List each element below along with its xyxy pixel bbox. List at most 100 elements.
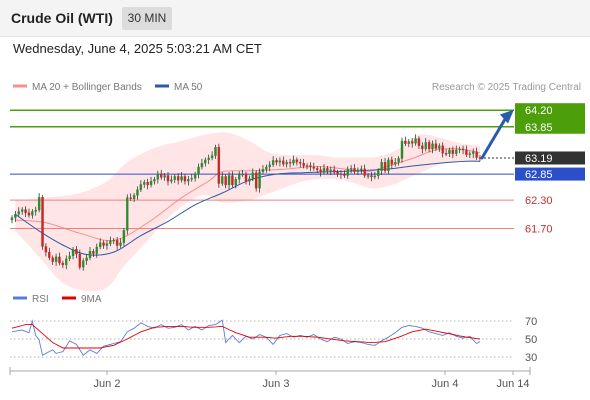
candle-body: [475, 151, 478, 158]
candle-body: [214, 146, 217, 156]
candle-body: [261, 169, 265, 172]
candle-body: [119, 242, 122, 246]
candle-body: [336, 172, 339, 174]
candle-body: [183, 176, 187, 182]
candle-body: [71, 249, 75, 257]
level-label-61-70: 61.70: [525, 223, 553, 235]
candle-body: [316, 168, 319, 170]
rsi-tick-label: 30: [525, 352, 537, 364]
bollinger-band-layer: [15, 132, 481, 292]
candle-body: [31, 211, 34, 216]
candle-body: [51, 257, 54, 262]
candle-body: [115, 240, 119, 246]
top-bar: Crude Oil (WTI) 30 MIN: [0, 0, 590, 37]
candle-body: [143, 181, 146, 185]
candle-body: [200, 163, 204, 168]
candle-body: [370, 175, 373, 178]
candle-body: [241, 173, 244, 176]
rsi-tick-label: 50: [525, 334, 537, 346]
legend-label-9ma: 9MA: [81, 294, 102, 305]
candle-body: [48, 251, 51, 258]
candle-body: [210, 155, 214, 159]
candle-body: [326, 168, 329, 171]
candle-body: [44, 246, 48, 253]
level-label-layer: 64.20 63.85 63.19 62.85 62.30 61.70: [515, 103, 585, 235]
candle-body: [78, 253, 82, 268]
candle-body: [424, 142, 427, 150]
legend-label-ma50: MA 50: [174, 82, 203, 93]
level-label-63-85: 63.85: [525, 122, 553, 134]
candle-body: [360, 168, 363, 171]
ma20-line: [15, 148, 481, 242]
candle-body: [275, 160, 278, 163]
candle-body: [234, 179, 238, 186]
rsi-line: [11, 319, 481, 356]
candle-body: [146, 181, 149, 186]
candle-body: [20, 209, 24, 212]
interval-button[interactable]: 30 MIN: [122, 7, 172, 30]
candle-body: [451, 149, 455, 154]
candle-body: [173, 176, 176, 180]
level-label-62-30: 62.30: [525, 195, 553, 207]
candle-body: [472, 151, 475, 154]
candle-body: [387, 159, 390, 171]
candle-body: [373, 175, 377, 178]
candle-body: [305, 165, 309, 167]
candlestick-layer: [10, 134, 482, 271]
attribution-text: Research © 2025 Trading Central: [432, 82, 581, 93]
candle-body: [75, 249, 78, 255]
candle-body: [217, 146, 221, 184]
candle-body: [397, 158, 400, 163]
candle-body: [441, 145, 444, 154]
candle-body: [353, 168, 356, 172]
candle-body: [187, 179, 190, 182]
candle-body: [377, 170, 380, 177]
candle-body: [95, 246, 98, 254]
candle-body: [65, 258, 68, 266]
target-arrow-shaft: [480, 116, 508, 160]
candle-body: [17, 211, 20, 215]
pivot-label-box: [515, 167, 585, 181]
candle-body: [68, 255, 71, 259]
candle-body: [10, 217, 14, 221]
candle-body: [231, 175, 234, 186]
target-arrow-head: [500, 109, 514, 124]
candle-body: [163, 175, 166, 178]
candle-body: [349, 168, 353, 170]
candle-body: [244, 173, 248, 182]
candle-body: [129, 197, 132, 199]
x-axis-ticks: Jun 2 Jun 3 Jun 4 Jun 14: [9, 367, 531, 390]
candle-body: [444, 153, 448, 155]
candle-body: [122, 230, 126, 243]
candle-body: [132, 195, 136, 199]
candle-body: [254, 172, 258, 189]
candle-body: [82, 260, 85, 268]
candle-body: [383, 162, 387, 171]
level-label-64-20: 64.20: [525, 105, 553, 117]
candle-body: [417, 138, 421, 146]
candle-body: [278, 160, 282, 163]
candle-body: [109, 240, 112, 244]
level-label-63-19: 63.19: [525, 153, 553, 165]
candle-body: [34, 209, 37, 212]
candle-body: [126, 197, 129, 231]
candle-body: [190, 178, 193, 180]
candle-body: [204, 159, 207, 164]
candle-body: [227, 175, 231, 186]
candle-body: [197, 166, 200, 175]
candle-body: [207, 157, 210, 161]
x-tick-label: Jun 3: [263, 378, 290, 390]
candle-body: [166, 175, 170, 182]
candle-body: [27, 212, 31, 216]
candle-body: [282, 160, 285, 165]
candle-body: [153, 179, 156, 182]
candle-body: [149, 181, 153, 186]
last-price-label-box: [515, 151, 585, 165]
candle-body: [92, 251, 95, 254]
candle-body: [54, 256, 58, 262]
chart-datetime: Wednesday, June 4, 2025 5:03:21 AM CET: [13, 41, 262, 56]
candle-body: [193, 173, 197, 179]
candle-body: [112, 240, 115, 242]
candle-body: [288, 162, 292, 164]
